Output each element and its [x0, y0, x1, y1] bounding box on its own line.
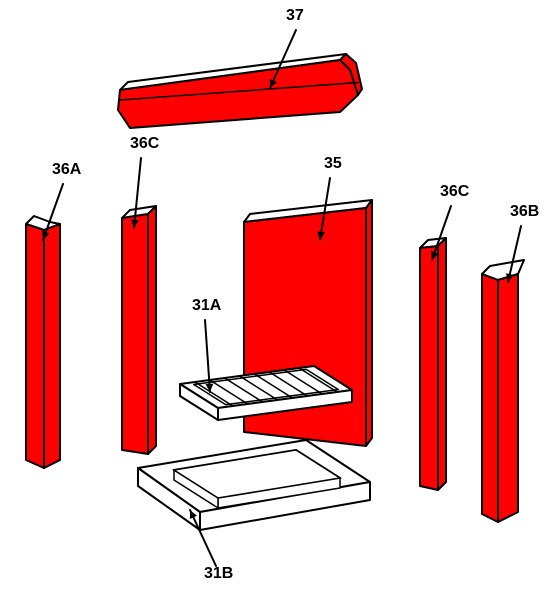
- label-36b-text: 36B: [510, 203, 539, 220]
- label-31b-text: 31B: [204, 565, 233, 582]
- part-36c-right-right: [438, 238, 446, 490]
- label-35-text: 35: [324, 155, 342, 172]
- part-36b-front-outer: [498, 274, 518, 522]
- part-36c-left-front: [122, 214, 148, 454]
- part-36c-left-right: [148, 206, 156, 454]
- label-37-text: 37: [286, 7, 304, 24]
- part-36a-front-outer: [26, 224, 44, 468]
- label-36a-text: 36A: [52, 161, 82, 178]
- label-31a-text: 31A: [192, 297, 222, 314]
- part-36a-front-inner: [44, 224, 60, 468]
- label-36c-right-text: 36C: [440, 183, 470, 200]
- label-36c-left-text: 36C: [130, 135, 160, 152]
- part-36c-right-front: [420, 246, 438, 490]
- part-36b-front-inner: [482, 274, 498, 522]
